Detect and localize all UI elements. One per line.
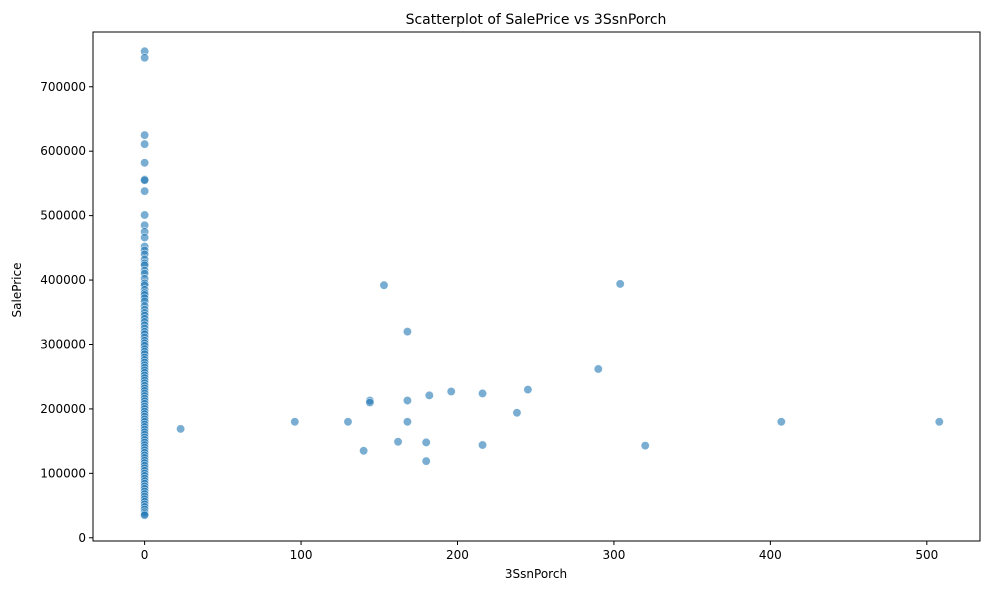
y-tick-label: 600000 [40, 144, 86, 158]
data-point [393, 437, 403, 447]
y-tick-label: 200000 [40, 402, 86, 416]
y-tick-label: 400000 [40, 273, 86, 287]
data-point [343, 417, 353, 427]
data-point [446, 387, 456, 397]
y-tick-label: 300000 [40, 337, 86, 351]
y-tick-label: 100000 [40, 466, 86, 480]
data-point [615, 279, 625, 289]
x-tick-label: 500 [915, 548, 938, 562]
x-axis-label: 3SsnPorch [505, 567, 567, 581]
data-point [140, 139, 150, 149]
data-point [512, 408, 522, 418]
data-point [290, 417, 300, 427]
data-point [424, 390, 434, 400]
x-tick-label: 400 [759, 548, 782, 562]
data-point [934, 417, 944, 427]
data-point [593, 364, 603, 374]
data-point [478, 388, 488, 398]
data-point [140, 53, 150, 63]
x-tick-label: 300 [602, 548, 625, 562]
data-point [421, 437, 431, 447]
plot-frame [92, 31, 981, 542]
data-point [402, 327, 412, 337]
data-point [140, 186, 150, 196]
data-point [478, 440, 488, 450]
y-tick-label: 500000 [40, 209, 86, 223]
data-point [640, 441, 650, 451]
data-point [523, 385, 533, 395]
x-tick-label: 0 [141, 548, 149, 562]
y-tick-label: 700000 [40, 80, 86, 94]
data-point [402, 396, 412, 406]
plot-area: 0 100 200 300 400 500 0 100000 200000 300000 40000… [40, 31, 981, 562]
data-point [379, 280, 389, 290]
y-axis-label: SalePrice [10, 263, 24, 318]
data-point [140, 158, 150, 168]
data-point [140, 175, 150, 185]
data-point [140, 210, 150, 220]
chart-title: Scatterplot of SalePrice vs 3SsnPorch [406, 12, 667, 28]
data-point [140, 130, 150, 140]
data-point [359, 446, 369, 456]
x-tick-label: 100 [290, 548, 313, 562]
data-point [140, 233, 150, 243]
data-point [402, 417, 412, 427]
x-tick-label: 200 [446, 548, 469, 562]
data-point [140, 510, 150, 520]
y-tick-label: 0 [78, 531, 86, 545]
data-point [365, 397, 375, 407]
data-point [176, 424, 186, 434]
data-point [421, 456, 431, 466]
data-point [776, 417, 786, 427]
